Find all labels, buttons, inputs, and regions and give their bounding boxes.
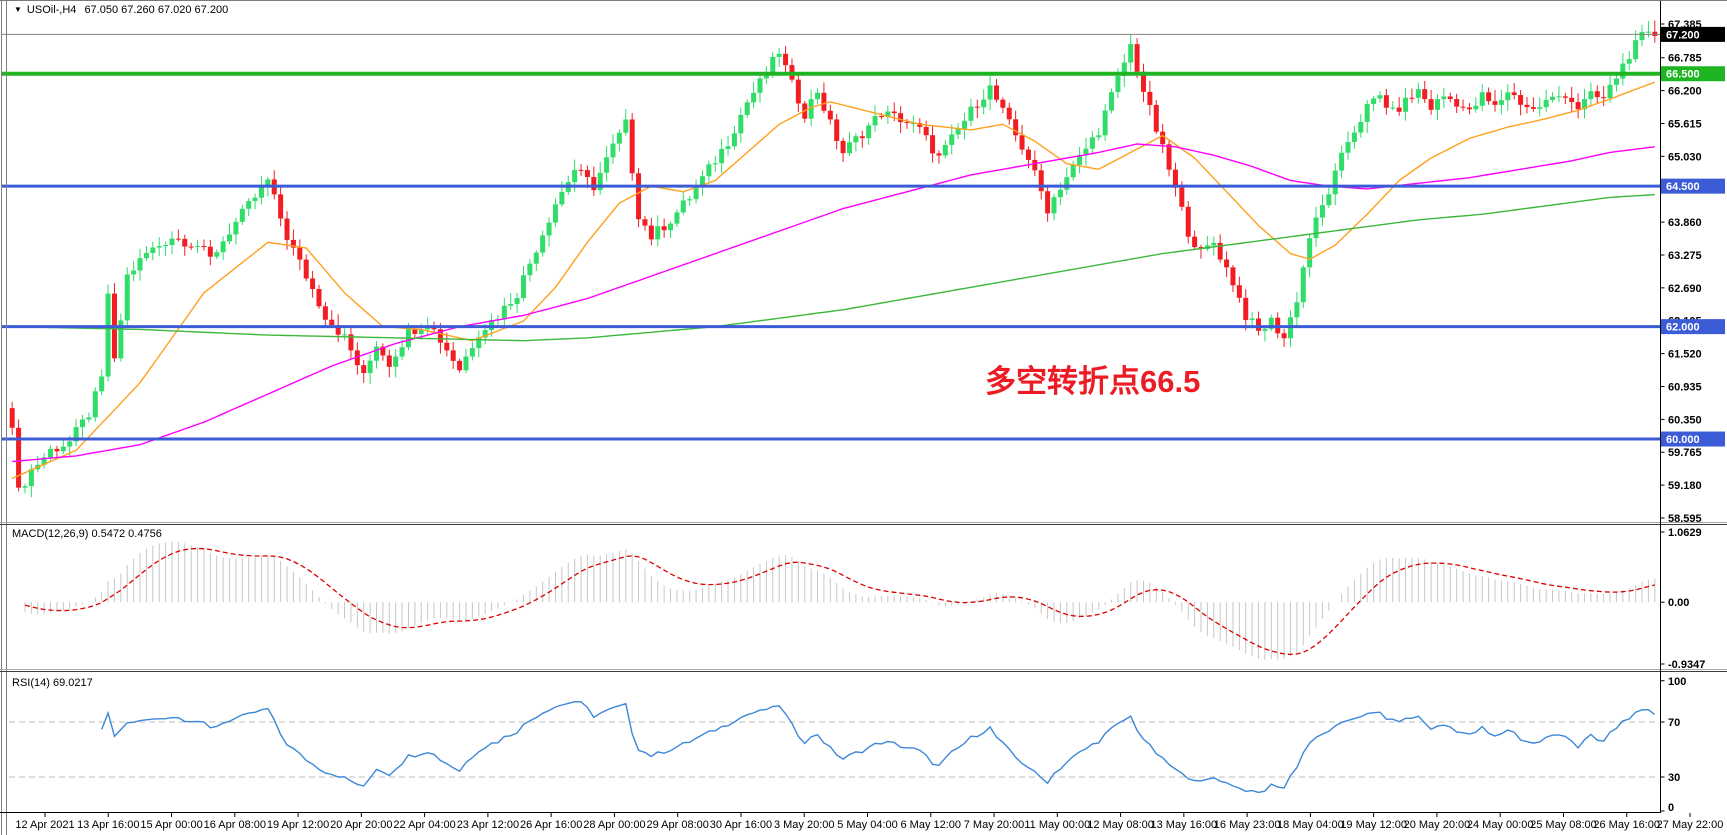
time-tick-label: 13 Apr 16:00: [77, 819, 139, 831]
candlestick-series: [9, 20, 1658, 498]
price-tick-label: 60.935: [1668, 381, 1702, 393]
price-badge: [1661, 319, 1725, 335]
time-tick-label: 20 May 20:00: [1404, 819, 1471, 831]
annotation-text: 多空转折点66.5: [985, 364, 1201, 399]
macd-signal-line: [24, 547, 1655, 656]
time-tick-label: 30 Apr 16:00: [710, 819, 772, 831]
chart-title: ▼ USOil-,H4 67.050 67.260 67.020 67.200: [14, 4, 228, 16]
macd-tick-label: 1.0629: [1668, 527, 1702, 539]
time-tick-label: 24 May 00:00: [1467, 819, 1534, 831]
price-tick-label: 59.765: [1668, 447, 1702, 459]
time-tick-label: 28 Apr 00:00: [583, 819, 645, 831]
price-badge: [1661, 66, 1725, 82]
time-tick-label: 29 Apr 08:00: [646, 819, 708, 831]
time-tick-label: 7 May 20:00: [964, 819, 1025, 831]
symbol-period-label: USOil-,H4: [26, 4, 77, 16]
time-tick-label: 5 May 04:00: [837, 819, 898, 831]
time-tick-label: 26 Apr 16:00: [520, 819, 582, 831]
price-badge: [1661, 178, 1725, 194]
price-badge-label: 66.500: [1666, 69, 1700, 81]
macd-histogram: [24, 541, 1656, 660]
price-badge: [1661, 26, 1725, 42]
macd-tick-label: -0.9347: [1668, 659, 1705, 671]
time-tick-label: 13 May 16:00: [1151, 819, 1218, 831]
rsi-tick-label: 70: [1668, 717, 1680, 729]
price-tick-label: 59.180: [1668, 480, 1702, 492]
time-tick-label: 3 May 20:00: [774, 819, 835, 831]
price-badge-label: 64.500: [1666, 181, 1700, 193]
price-tick-label: 66.200: [1668, 86, 1702, 98]
price-tick-label: 63.860: [1668, 217, 1702, 229]
rsi-indicator-label: RSI(14) 69.0217: [12, 677, 93, 689]
time-tick-label: 6 May 12:00: [900, 819, 961, 831]
time-tick-label: 11 May 00:00: [1024, 819, 1090, 831]
ma-slow-line: [12, 193, 1655, 342]
price-badge-label: 60.000: [1666, 434, 1700, 446]
time-tick-label: 15 Apr 00:00: [140, 819, 202, 831]
time-tick-label: 25 May 08:00: [1530, 819, 1597, 831]
time-tick-label: 27 May 22:00: [1657, 819, 1724, 831]
rsi-tick-label: 100: [1668, 676, 1686, 688]
ohlc-values: 67.050 67.260 67.020 67.200: [84, 4, 229, 16]
price-tick-label: 58.595: [1668, 513, 1702, 525]
time-tick-label: 20 Apr 20:00: [330, 819, 392, 831]
dropdown-arrow-icon[interactable]: ▼: [14, 5, 22, 14]
macd-tick-label: 0.00: [1668, 597, 1689, 609]
time-tick-label: 23 Apr 12:00: [457, 819, 519, 831]
time-tick-label: 16 May 23:00: [1214, 819, 1281, 831]
price-tick-label: 66.785: [1668, 53, 1702, 65]
rsi-tick-label: 0: [1668, 802, 1674, 814]
price-badge: [1661, 431, 1725, 447]
time-tick-label: 22 Apr 04:00: [393, 819, 455, 831]
price-tick-label: 61.520: [1668, 349, 1702, 361]
price-tick-label: 62.690: [1668, 283, 1702, 295]
price-badge-label: 62.000: [1666, 322, 1700, 334]
price-badge-label: 67.200: [1666, 29, 1700, 41]
time-tick-label: 18 May 04:00: [1277, 819, 1344, 831]
time-tick-label: 12 Apr 2021: [15, 819, 74, 831]
ma-mid-line: [12, 143, 1655, 463]
time-tick-label: 12 May 08:00: [1087, 819, 1154, 831]
rsi-tick-label: 30: [1668, 772, 1680, 784]
time-tick-label: 19 Apr 12:00: [267, 819, 329, 831]
time-tick-label: 16 Apr 08:00: [204, 819, 266, 831]
ma-fast-line: [11, 81, 1656, 480]
price-tick-label: 63.275: [1668, 250, 1702, 262]
time-tick-label: 26 May 16:00: [1593, 819, 1660, 831]
price-tick-label: 60.350: [1668, 414, 1702, 426]
macd-indicator-label: MACD(12,26,9) 0.5472 0.4756: [12, 528, 162, 540]
price-tick-label: 65.615: [1668, 118, 1702, 130]
time-tick-label: 19 May 12:00: [1340, 819, 1407, 831]
rsi-line: [101, 700, 1656, 794]
price-tick-label: 65.030: [1668, 151, 1702, 163]
